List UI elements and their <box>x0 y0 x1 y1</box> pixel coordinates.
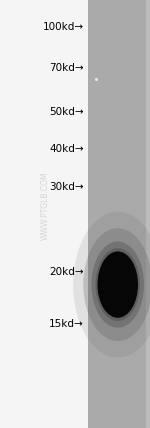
Text: 100kd→: 100kd→ <box>43 21 84 32</box>
Text: 50kd→: 50kd→ <box>49 107 84 117</box>
Ellipse shape <box>92 241 144 328</box>
Ellipse shape <box>98 252 138 318</box>
Text: 70kd→: 70kd→ <box>49 62 84 73</box>
Bar <box>146 0 150 428</box>
Ellipse shape <box>95 248 140 321</box>
Text: 15kd→: 15kd→ <box>49 319 84 330</box>
Text: 40kd→: 40kd→ <box>49 144 84 154</box>
Text: WWW.PTGLB.COM: WWW.PTGLB.COM <box>40 171 50 240</box>
Bar <box>88 0 150 428</box>
Ellipse shape <box>73 212 150 358</box>
Text: 20kd→: 20kd→ <box>49 267 84 277</box>
Text: 30kd→: 30kd→ <box>49 182 84 193</box>
Ellipse shape <box>83 228 150 341</box>
